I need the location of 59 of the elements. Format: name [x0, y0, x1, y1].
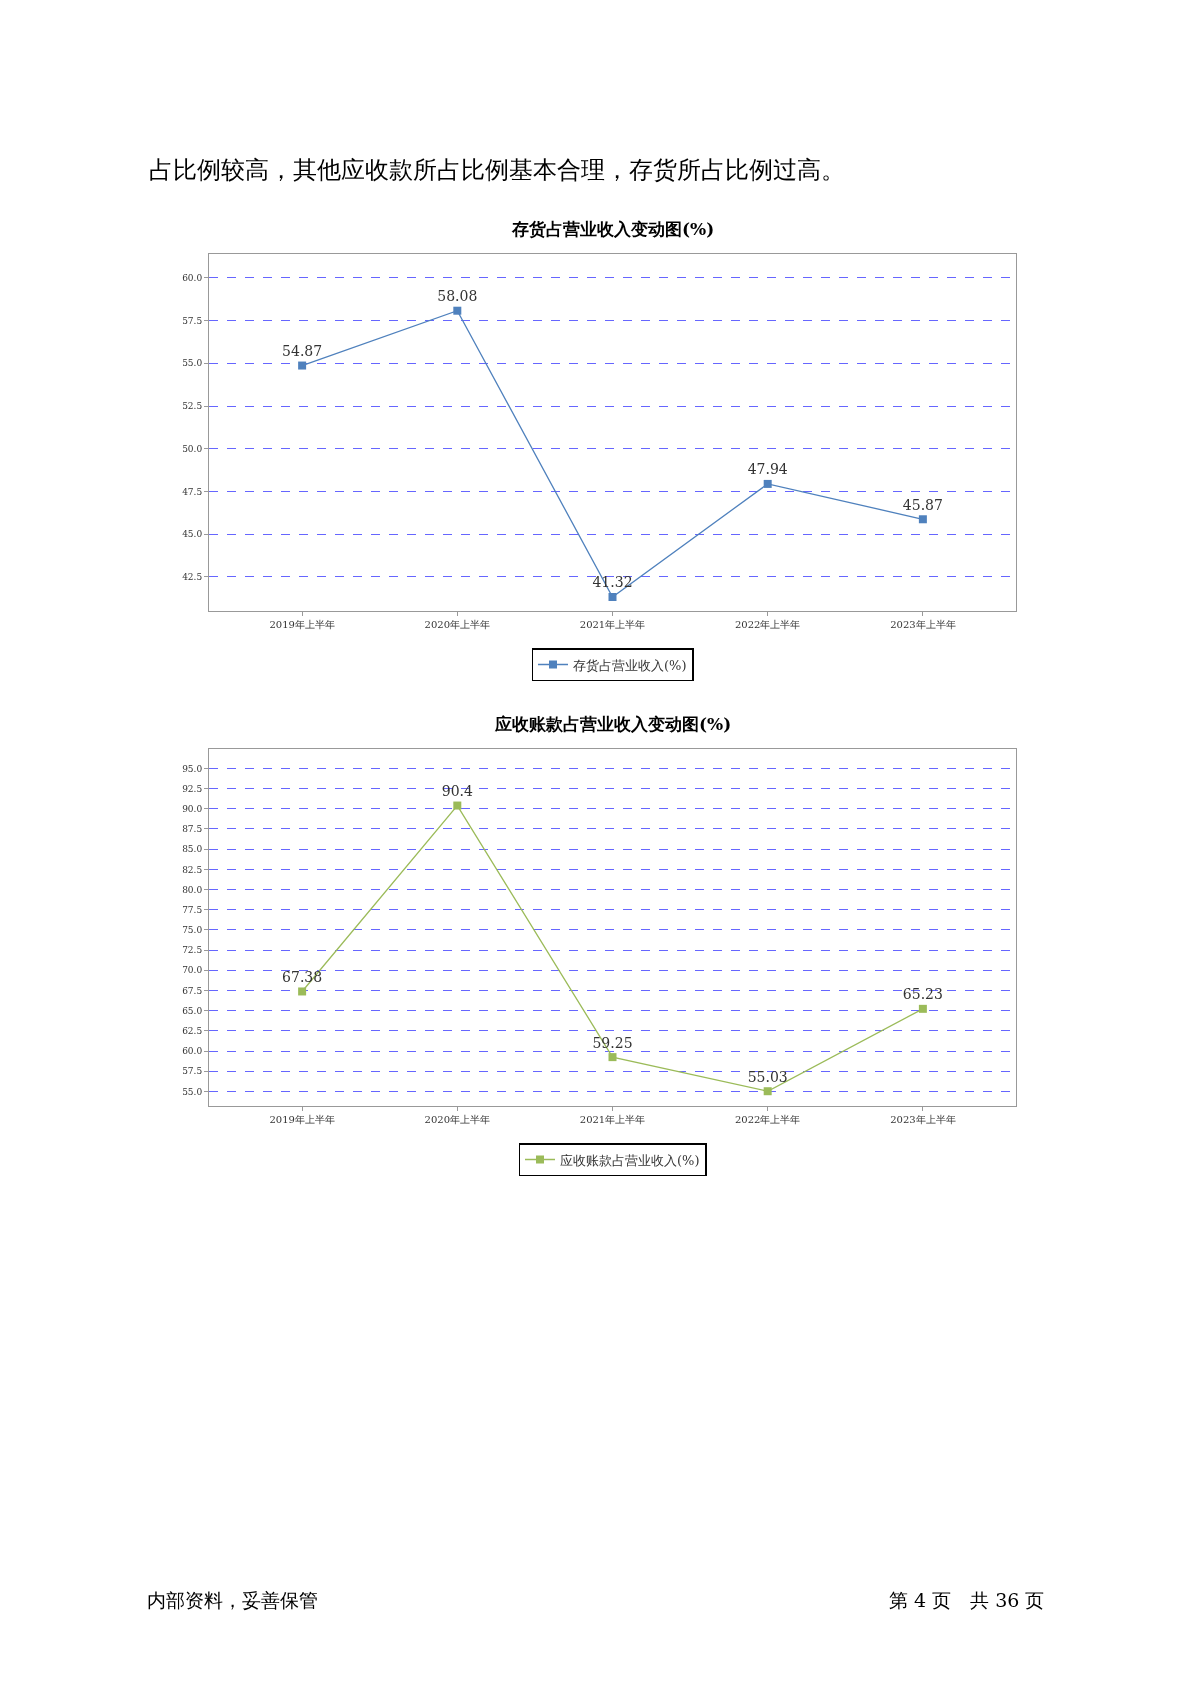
y-tick-label: 57.5	[182, 315, 203, 326]
y-tick-label: 65.0	[182, 1005, 203, 1016]
y-tick-label: 50.0	[182, 443, 203, 454]
data-label: 45.87	[902, 496, 943, 513]
x-tick-label: 2023年上半年	[890, 619, 956, 630]
y-tick-label: 87.5	[182, 824, 203, 835]
y-tick-label: 62.5	[182, 1026, 203, 1037]
x-tick-label: 2019年上半年	[269, 1114, 335, 1125]
data-label: 58.08	[437, 288, 478, 305]
point	[608, 592, 617, 601]
text: 内部资料，妥善保管	[147, 1589, 318, 1611]
y-tick-label: 70.0	[182, 965, 203, 976]
x-tick-label: 2019年上半年	[269, 619, 335, 630]
x-tick-label: 2023年上半年	[890, 1114, 956, 1125]
y-tick-label: 85.0	[182, 844, 203, 855]
y-tick-label: 57.5	[182, 1066, 203, 1077]
y-tick-label: 77.5	[182, 904, 203, 915]
y-tick-label: 80.0	[182, 884, 203, 895]
y-tick-label: 52.5	[182, 401, 203, 412]
y-tick-label: 47.5	[182, 486, 203, 497]
y-tick-label: 92.5	[182, 783, 203, 794]
text: 第 4 页 共 36 页	[889, 1589, 1045, 1611]
text: 占比例较高，其他应收款所占比例基本合理，存货所占比例过高。	[149, 156, 845, 184]
y-tick-label: 90.0	[182, 803, 203, 814]
point	[763, 479, 772, 488]
chart-title: 应收账款占营业收入变动图(%)	[494, 714, 732, 734]
point	[918, 515, 927, 524]
y-tick-label: 72.5	[182, 945, 203, 956]
y-tick-label: 45.0	[182, 529, 203, 540]
y-tick-label: 42.5	[182, 571, 203, 582]
x-tick-label: 2021年上半年	[579, 1114, 646, 1125]
data-label: 47.94	[747, 461, 788, 478]
data-label: 55.03	[747, 1068, 788, 1085]
y-tick-label: 67.5	[182, 985, 203, 996]
point	[298, 987, 307, 996]
point	[608, 1053, 617, 1062]
y-tick-label: 95.0	[182, 763, 203, 774]
x-tick-label: 2020年上半年	[424, 619, 491, 630]
data-label: 54.87	[282, 343, 323, 360]
legend-label: 应收账款占营业收入(%)	[560, 1152, 700, 1168]
point	[918, 1004, 927, 1013]
x-tick-label: 2022年上半年	[734, 1114, 801, 1125]
data-label: 65.23	[902, 986, 943, 1003]
y-tick-label: 55.0	[182, 1086, 203, 1097]
point	[763, 1087, 772, 1096]
y-tick-label: 82.5	[182, 864, 203, 875]
y-tick-label: 75.0	[182, 925, 203, 936]
x-tick-label: 2020年上半年	[424, 1114, 491, 1125]
x-tick-label: 2021年上半年	[579, 619, 646, 630]
y-tick-label: 60.0	[182, 1046, 203, 1057]
chart-title: 存货占营业收入变动图(%)	[511, 219, 715, 239]
y-tick-label: 60.0	[182, 273, 203, 284]
x-tick-label: 2022年上半年	[734, 619, 801, 630]
data-label: 90.4	[441, 783, 473, 800]
point	[453, 306, 462, 315]
point	[453, 801, 462, 810]
point	[298, 361, 307, 370]
legend-label: 存货占营业收入(%)	[573, 657, 687, 673]
y-tick-label: 55.0	[182, 358, 203, 369]
